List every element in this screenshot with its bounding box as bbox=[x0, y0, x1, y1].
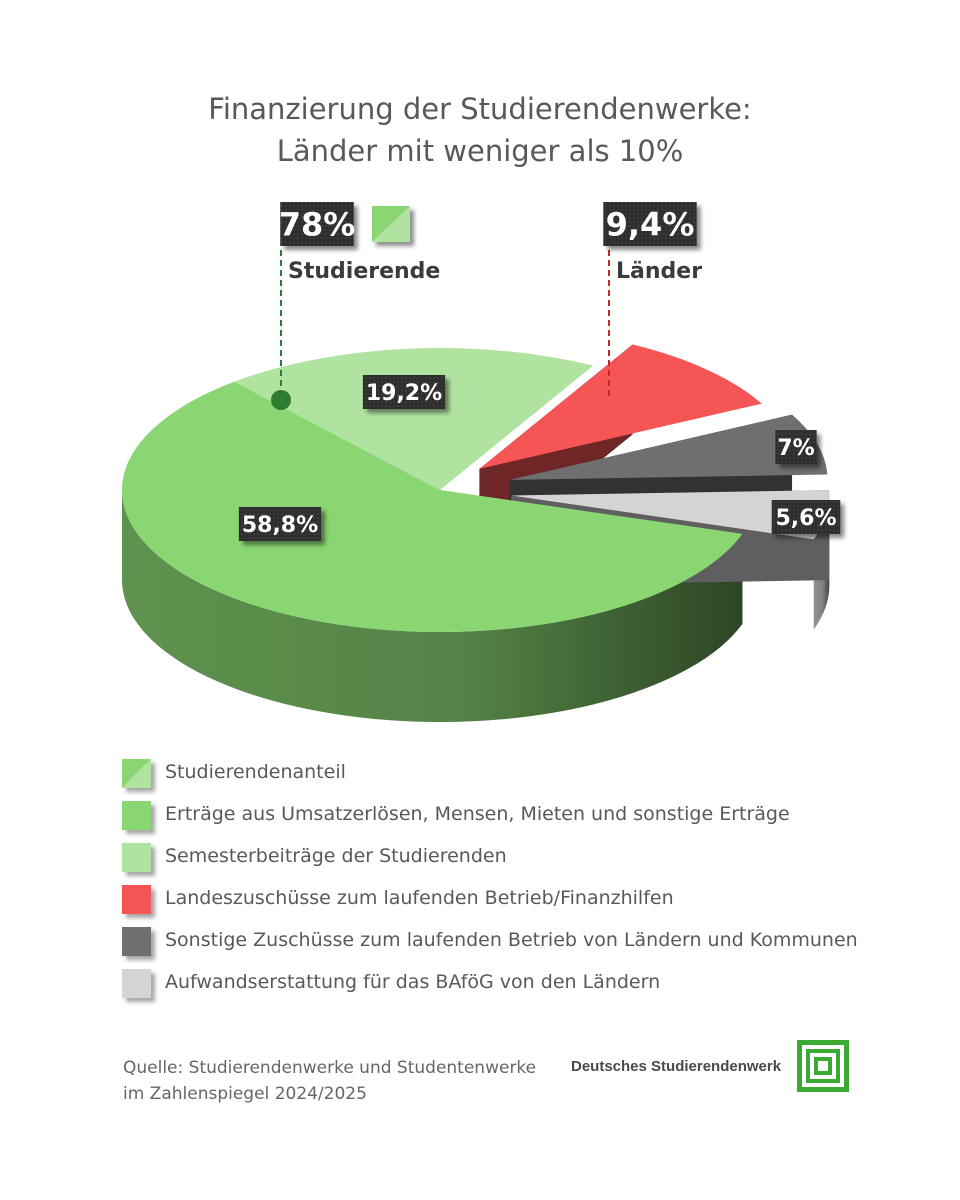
legend-label: Semesterbeiträge der Studierenden bbox=[165, 845, 507, 867]
svg-text:7%: 7% bbox=[777, 436, 814, 461]
legend-swatch bbox=[122, 927, 151, 956]
slice-value-label-1: 19,2% bbox=[362, 375, 446, 409]
svg-text:5,6%: 5,6% bbox=[775, 506, 836, 531]
callout-label-studierende: Studierende bbox=[288, 259, 440, 284]
pie-slice-0 bbox=[121, 381, 743, 632]
svg-text:78%: 78% bbox=[279, 206, 356, 244]
pie-slice-3 bbox=[509, 414, 828, 480]
chart-title-line-1: Finanzierung der Studierendenwerke: bbox=[208, 92, 752, 126]
svg-text:19,2%: 19,2% bbox=[366, 381, 442, 406]
legend-swatch bbox=[122, 801, 151, 830]
pie-slice-1 bbox=[234, 347, 594, 490]
slice-value-label-3: 7% bbox=[775, 430, 817, 464]
svg-text:58,8%: 58,8% bbox=[242, 513, 318, 538]
pie-slice-2 bbox=[479, 344, 762, 469]
brand-name: Deutsches Studierendenwerk bbox=[571, 1058, 782, 1075]
source-line-1: Quelle: Studierendenwerke und Studentenw… bbox=[123, 1058, 537, 1078]
chart-title: Finanzierung der Studierendenwerke: Länd… bbox=[0, 88, 960, 172]
source-note: Quelle: Studierendenwerke und Studentenw… bbox=[123, 1055, 536, 1107]
pie-slice-4 bbox=[511, 490, 830, 540]
legend-label: Sonstige Zuschüsse zum laufenden Betrieb… bbox=[165, 929, 858, 951]
legend-swatch bbox=[122, 759, 151, 788]
legend-label: Landeszuschüsse zum laufenden Betrieb/Fi… bbox=[165, 887, 674, 909]
pie-wall-shade-0-0 bbox=[122, 490, 743, 722]
legend-label: Aufwandserstattung für das BAföG von den… bbox=[165, 971, 661, 993]
legend-label: Studierendenanteil bbox=[165, 761, 346, 783]
studierendenwerk-logo-icon bbox=[797, 1040, 849, 1092]
source-line-2: im Zahlenspiegel 2024/2025 bbox=[123, 1084, 367, 1104]
callout-dot-studierende bbox=[271, 390, 291, 410]
callout-value-studierende: 78% bbox=[279, 202, 356, 246]
slice-value-label-4: 5,6% bbox=[771, 500, 841, 534]
callout-swatch-studierende bbox=[372, 206, 410, 242]
legend-swatch bbox=[122, 843, 151, 872]
callout-value-laender: 9,4% bbox=[603, 202, 697, 246]
chart-title-line-2: Länder mit weniger als 10% bbox=[276, 134, 684, 168]
legend-swatch bbox=[122, 969, 151, 998]
slice-value-label-0: 58,8% bbox=[238, 507, 322, 541]
pie-chart: 58,8% 19,2% 7% 5,6% 78% Studierende 9,4% Länder bbox=[121, 202, 841, 722]
legend-swatch bbox=[122, 885, 151, 914]
svg-text:9,4%: 9,4% bbox=[606, 206, 695, 244]
callout-label-laender: Länder bbox=[616, 259, 702, 284]
legend-label: Erträge aus Umsatzerlösen, Mensen, Miete… bbox=[165, 803, 790, 825]
